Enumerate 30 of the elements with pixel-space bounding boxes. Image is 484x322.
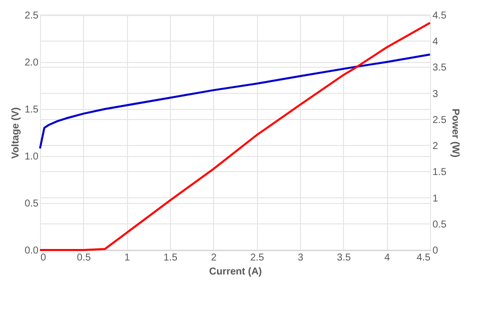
y-axis-title: Voltage (V): [10, 107, 22, 159]
y2-tick-label: 1.5: [432, 167, 447, 178]
line-series: [39, 53, 431, 150]
x-tick-label: 3: [298, 252, 304, 264]
x-tick-label: 0: [40, 252, 46, 264]
y2-tick-label: 3: [432, 88, 438, 100]
x-tick-label: 2: [211, 252, 218, 264]
x-tick-label: 1.5: [164, 252, 178, 264]
y-tick-label: 0.0: [24, 246, 39, 256]
x-tick-label: 3.5: [336, 252, 352, 264]
y-tick-label: 2.0: [24, 58, 39, 68]
x-axis-title: Current (A): [209, 266, 262, 278]
y2-tick-label: 3.5: [432, 62, 447, 74]
x-tick-label: 4: [384, 252, 390, 264]
y-tick-label: 1.5: [24, 104, 39, 116]
x-tick-label: 1: [124, 252, 130, 264]
y2-tick-label: 2.5: [432, 114, 447, 126]
x-tick-label: 2.5: [250, 252, 265, 264]
x-tick-label: 4.5: [416, 252, 431, 264]
y2-tick-label: 4: [432, 36, 438, 48]
x-tick-label: 0.5: [76, 252, 92, 264]
y2-tick-label: 0.5: [432, 219, 447, 230]
y-tick-label: 1.0: [24, 152, 39, 162]
y-tick-label: 0.5: [24, 198, 39, 210]
y2-tick-label: 4.5: [432, 10, 447, 22]
y2-tick-label: 1: [432, 193, 438, 204]
y2-axis-title: Power (W): [449, 108, 460, 158]
y2-tick-label: 0: [432, 246, 438, 256]
y-tick-label: 2.5: [24, 10, 39, 22]
y2-tick-label: 2: [432, 141, 438, 152]
